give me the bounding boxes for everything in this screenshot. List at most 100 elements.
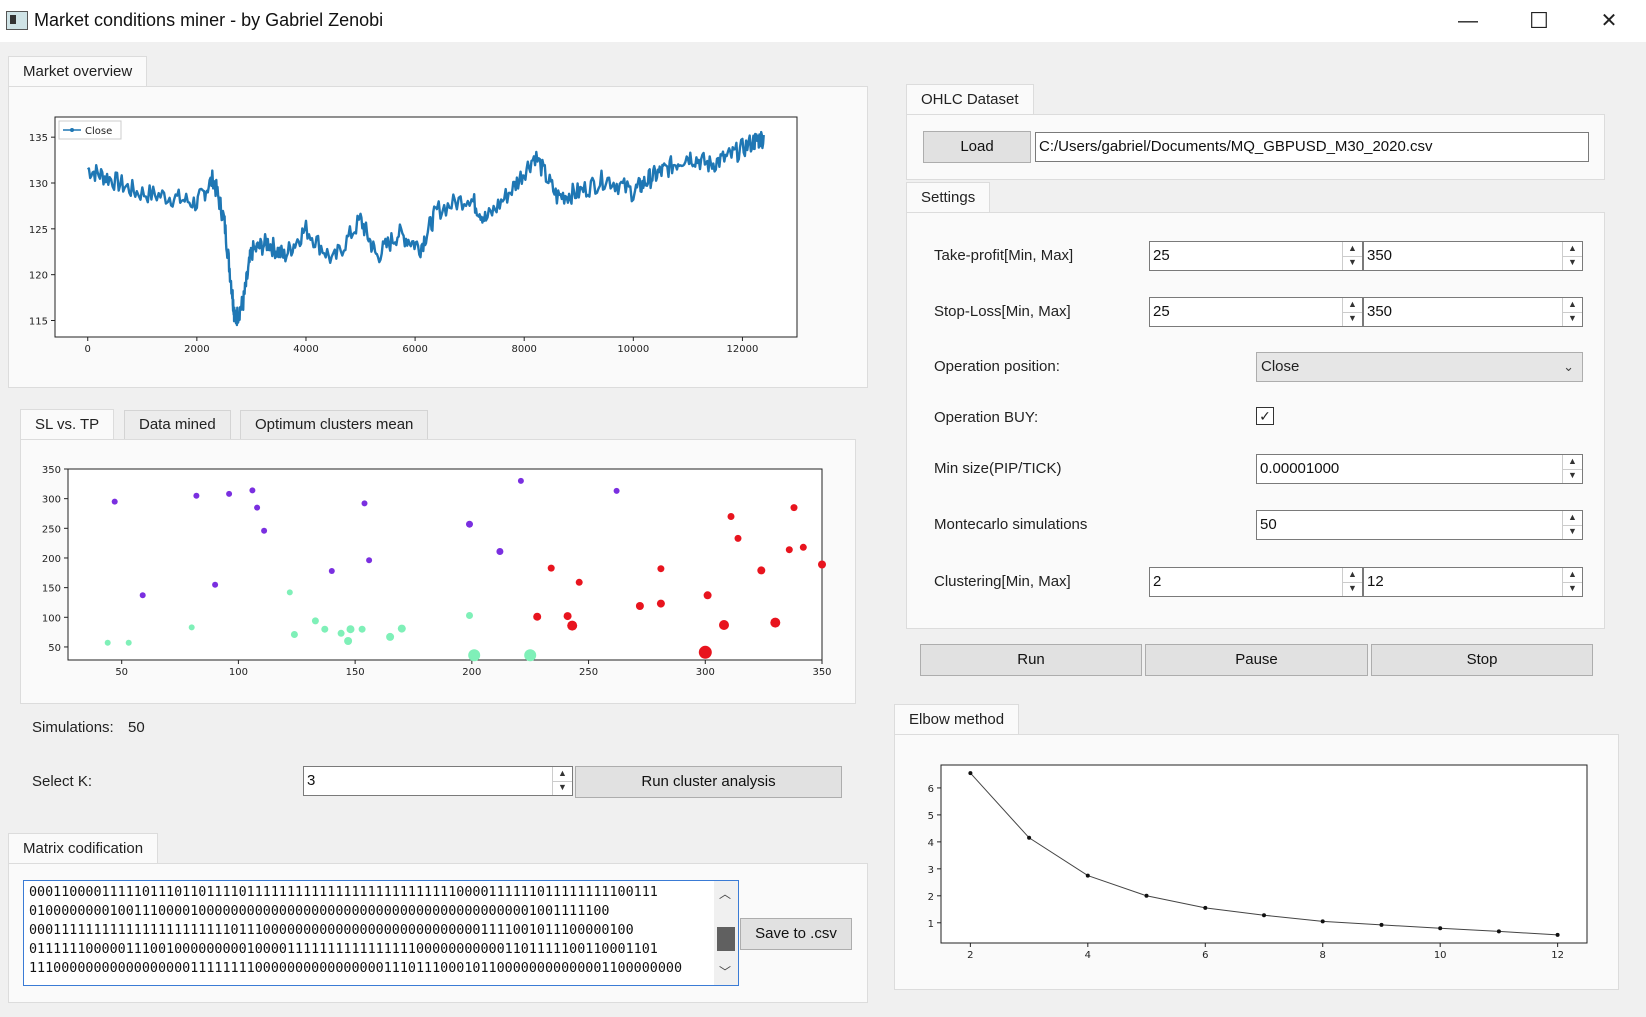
operation-position-value: Close — [1261, 358, 1300, 375]
min-size-spinner[interactable]: ▲ ▼ — [1562, 455, 1582, 483]
stop-button[interactable]: Stop — [1371, 644, 1593, 676]
spin-up-icon[interactable]: ▲ — [1343, 298, 1362, 313]
elbow-point — [968, 771, 973, 776]
scatter-point — [770, 617, 781, 628]
y-tick-label: 6 — [928, 784, 934, 795]
select-k-value: 3 — [307, 772, 316, 789]
spin-down-icon[interactable]: ▼ — [1348, 257, 1357, 267]
operation-buy-checkbox[interactable]: ✓ — [1256, 407, 1274, 425]
y-tick-label: 1 — [928, 919, 934, 930]
elbow-panel: 2 4 6 8 10 12 6 5 4 3 2 1 — [894, 734, 1619, 990]
spin-up-icon[interactable]: ▲ — [553, 767, 572, 782]
run-button[interactable]: Run — [920, 644, 1142, 676]
market-overview-panel: 0 2000 4000 6000 8000 10000 12000 135 130 125 120 1… — [8, 86, 868, 388]
scatter-point — [249, 487, 256, 494]
stop-loss-max-input[interactable]: 350 ▲ ▼ — [1363, 297, 1583, 327]
spin-down-icon[interactable]: ▼ — [558, 782, 567, 792]
scatter-point — [818, 560, 826, 569]
select-k-spinner[interactable]: ▲ ▼ — [552, 767, 572, 795]
tab-elbow-method[interactable]: Elbow method — [894, 704, 1020, 735]
pause-button[interactable]: Pause — [1145, 644, 1368, 676]
x-tick-label: 100 — [229, 667, 248, 678]
scatter-point — [226, 490, 233, 497]
scroll-down-icon[interactable]: ﹀ — [719, 965, 732, 979]
take-profit-max-input[interactable]: 350 ▲ ▼ — [1363, 241, 1583, 271]
save-csv-button[interactable]: Save to .csv — [740, 918, 852, 950]
y-tick-label: 4 — [928, 838, 934, 849]
tab-data-mined[interactable]: Data mined — [124, 410, 231, 439]
y-tick-label: 50 — [48, 643, 61, 654]
spin-down-icon[interactable]: ▼ — [1348, 313, 1357, 323]
stop-loss-max-spinner[interactable]: ▲ ▼ — [1562, 298, 1582, 326]
elbow-point — [1438, 926, 1443, 931]
montecarlo-input[interactable]: 50 ▲ ▼ — [1256, 510, 1583, 540]
x-tick-label: 8000 — [511, 344, 536, 355]
scatter-point — [104, 639, 111, 646]
scatter-point — [524, 649, 537, 662]
clustering-max-input[interactable]: 12 ▲ ▼ — [1363, 567, 1583, 597]
maximize-icon[interactable]: ☐ — [1529, 8, 1549, 33]
operation-position-select[interactable]: Close ⌄ — [1256, 352, 1583, 382]
min-size-input[interactable]: 0.00001000 ▲ ▼ — [1256, 454, 1583, 484]
scatter-point — [785, 546, 793, 554]
spin-down-icon[interactable]: ▼ — [1568, 257, 1577, 267]
load-button[interactable]: Load — [923, 131, 1031, 163]
elbow-point — [1379, 922, 1384, 927]
stop-loss-min-spinner[interactable]: ▲ ▼ — [1342, 298, 1362, 326]
take-profit-max-spinner[interactable]: ▲ ▼ — [1562, 242, 1582, 270]
operation-buy-label: Operation BUY: — [934, 409, 1039, 426]
window-title: Market conditions miner - by Gabriel Zen… — [34, 10, 384, 30]
scatter-point — [386, 632, 395, 641]
scatter-point — [757, 566, 766, 575]
dataset-path-input[interactable]: C:/Users/gabriel/Documents/MQ_GBPUSD_M30… — [1035, 132, 1589, 162]
spin-up-icon[interactable]: ▲ — [1343, 242, 1362, 257]
scatter-point — [719, 620, 729, 630]
elbow-point — [1027, 835, 1032, 840]
tab-ohlc-dataset[interactable]: OHLC Dataset — [906, 84, 1034, 115]
take-profit-min-spinner[interactable]: ▲ ▼ — [1342, 242, 1362, 270]
scatter-point — [286, 589, 293, 596]
take-profit-min-input[interactable]: 25 ▲ ▼ — [1149, 241, 1363, 271]
elbow-point — [1203, 905, 1208, 910]
clustering-max-value: 12 — [1367, 573, 1384, 590]
spin-down-icon[interactable]: ▼ — [1568, 583, 1577, 593]
scatter-point — [563, 612, 572, 621]
montecarlo-spinner[interactable]: ▲ ▼ — [1562, 511, 1582, 539]
market-chart: 0 2000 4000 6000 8000 10000 12000 135 130 125 120 1… — [29, 116, 798, 355]
tab-settings[interactable]: Settings — [906, 182, 991, 213]
y-tick-label: 2 — [928, 892, 934, 903]
spin-up-icon[interactable]: ▲ — [1563, 511, 1582, 526]
spin-up-icon[interactable]: ▲ — [1343, 568, 1362, 583]
clustering-min-input[interactable]: 2 ▲ ▼ — [1149, 567, 1363, 597]
spin-down-icon[interactable]: ▼ — [1568, 470, 1577, 480]
matrix-scrollbar[interactable]: ︿ ﹀ — [714, 881, 738, 985]
scatter-point — [346, 625, 355, 634]
tab-optimum-clusters-mean[interactable]: Optimum clusters mean — [240, 410, 429, 439]
y-tick-label: 250 — [42, 524, 61, 535]
run-cluster-analysis-button[interactable]: Run cluster analysis — [575, 766, 842, 798]
spin-up-icon[interactable]: ▲ — [1563, 242, 1582, 257]
clustering-max-spinner[interactable]: ▲ ▼ — [1562, 568, 1582, 596]
scatter-point — [337, 629, 345, 637]
select-k-input[interactable]: 3 ▲ ▼ — [303, 766, 573, 796]
tab-sl-vs-tp[interactable]: SL vs. TP — [20, 409, 115, 440]
tab-market-overview[interactable]: Market overview — [8, 56, 148, 87]
minimize-icon[interactable]: — — [1458, 10, 1478, 32]
spin-up-icon[interactable]: ▲ — [1563, 455, 1582, 470]
spin-down-icon[interactable]: ▼ — [1348, 583, 1357, 593]
spin-up-icon[interactable]: ▲ — [1563, 298, 1582, 313]
take-profit-label: Take-profit[Min, Max] — [934, 247, 1074, 264]
montecarlo-label: Montecarlo simulations — [934, 516, 1088, 533]
spin-up-icon[interactable]: ▲ — [1563, 568, 1582, 583]
select-k-label: Select K: — [32, 773, 93, 790]
close-icon[interactable]: ✕ — [1600, 10, 1618, 32]
matrix-line: 1110000000000000000011111111000000000000… — [29, 961, 683, 976]
clustering-min-spinner[interactable]: ▲ ▼ — [1342, 568, 1362, 596]
scroll-up-icon[interactable]: ︿ — [719, 887, 732, 901]
spin-down-icon[interactable]: ▼ — [1568, 313, 1577, 323]
scroll-thumb[interactable] — [717, 927, 735, 951]
stop-loss-min-input[interactable]: 25 ▲ ▼ — [1149, 297, 1363, 327]
tab-matrix-codification[interactable]: Matrix codification — [8, 833, 159, 864]
spin-down-icon[interactable]: ▼ — [1568, 526, 1577, 536]
matrix-textarea[interactable]: 0001100001111101110110111101111111111111… — [23, 880, 739, 986]
